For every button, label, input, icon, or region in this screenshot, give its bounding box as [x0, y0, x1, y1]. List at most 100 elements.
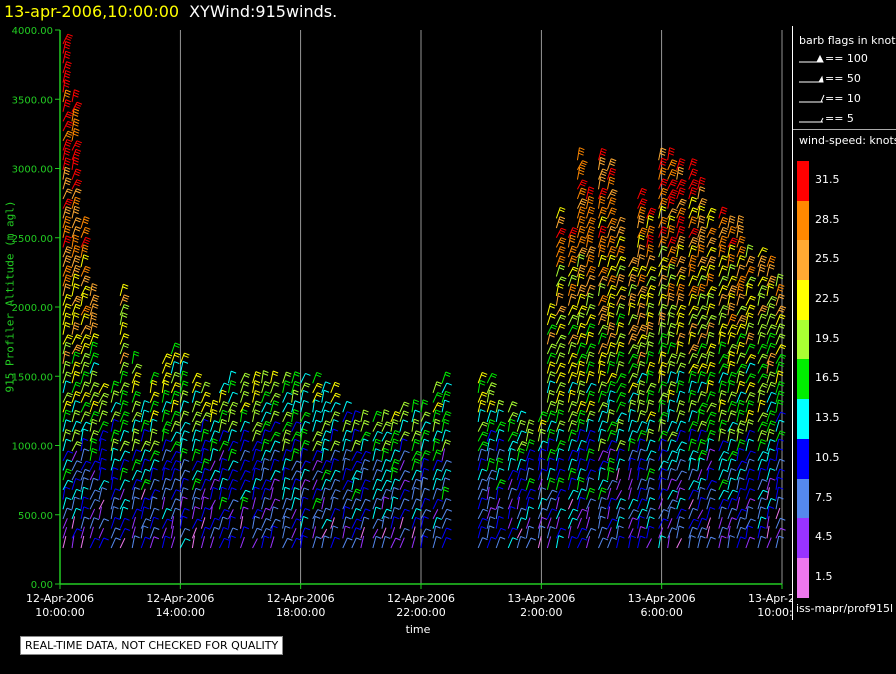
wind-barb: [736, 341, 745, 355]
wind-barb: [616, 391, 627, 403]
wind-barb: [628, 273, 637, 287]
wind-barb: [119, 333, 130, 345]
wind-barb: [676, 448, 685, 461]
wind-barb: [381, 440, 392, 452]
wind-barb: [718, 380, 727, 393]
wind-barb: [372, 459, 383, 471]
wind-barb: [321, 420, 331, 432]
wind-barb: [676, 179, 687, 190]
x-tick-time: 2:00:00: [520, 606, 562, 619]
wind-barb: [585, 390, 595, 403]
wind-barb: [688, 468, 698, 481]
wind-barb: [576, 370, 586, 384]
barb-flag-icon: [799, 117, 824, 123]
wind-barb: [646, 275, 657, 287]
wind-barb: [516, 419, 526, 432]
wind-barb: [89, 312, 98, 326]
wind-barb: [597, 360, 606, 374]
wind-barb: [360, 409, 369, 423]
wind-barb: [71, 400, 81, 413]
speed-color-swatch: [797, 200, 809, 241]
wind-barb: [688, 216, 698, 229]
wind-barb: [291, 400, 301, 413]
wind-barb: [420, 476, 429, 490]
wind-barb: [372, 469, 383, 481]
wind-barb: [697, 324, 708, 335]
wind-barb: [667, 459, 678, 471]
wind-barb: [658, 449, 668, 461]
wind-barb: [607, 380, 616, 394]
wind-barb: [227, 487, 237, 500]
wind-barb: [119, 370, 129, 384]
wind-barb: [697, 205, 706, 219]
wind-barb: [360, 479, 371, 491]
wind-barb: [727, 400, 737, 413]
wind-barb: [228, 391, 238, 403]
wind-barb: [261, 449, 271, 461]
wind-barb: [658, 197, 668, 209]
wind-barb: [567, 234, 576, 248]
wind-barb: [170, 420, 181, 432]
wind-barb: [667, 499, 678, 510]
wind-barb: [607, 497, 617, 510]
wind-barb: [598, 460, 609, 471]
wind-barb: [351, 527, 362, 539]
wind-barb: [381, 488, 392, 500]
wind-barb: [282, 391, 293, 403]
wind-barb: [727, 380, 736, 393]
wind-barb: [585, 254, 595, 267]
wind-barb: [62, 303, 72, 316]
wind-barb: [555, 535, 564, 549]
wind-barb: [360, 467, 369, 481]
wind-barb: [555, 399, 565, 413]
wind-barb: [585, 498, 596, 510]
wind-barb: [441, 508, 453, 520]
wind-barb: [676, 198, 687, 209]
wind-barb: [441, 429, 451, 442]
wind-barb: [718, 216, 729, 229]
wind-barb: [342, 479, 353, 491]
wind-barb: [71, 344, 83, 355]
wind-barb: [576, 380, 586, 393]
wind-barb: [736, 255, 746, 267]
wind-barb: [80, 371, 90, 384]
wind-barb: [411, 498, 422, 510]
wind-barb: [727, 264, 736, 277]
wind-barb: [291, 431, 302, 442]
wind-barb: [607, 479, 618, 491]
wind-barb: [667, 274, 677, 287]
wind-barb: [390, 430, 401, 442]
wind-barb: [607, 440, 617, 452]
wind-barb: [616, 226, 626, 238]
wind-barb: [567, 508, 579, 520]
wind-barb: [209, 517, 220, 529]
wind-barb: [585, 274, 596, 287]
wind-barb: [706, 292, 715, 306]
wind-barb: [676, 352, 686, 364]
wind-barb: [706, 536, 716, 549]
wind-barb: [71, 168, 82, 180]
wind-barb: [676, 274, 686, 287]
wind-barb: [411, 469, 422, 481]
wind-barb: [71, 409, 81, 423]
wind-barb: [757, 506, 766, 520]
wind-barb: [585, 438, 595, 452]
wind-barb: [209, 469, 221, 481]
wind-barb: [646, 516, 655, 529]
wind-barb: [667, 342, 677, 355]
wind-barb: [131, 419, 141, 432]
wind-barb: [441, 486, 450, 500]
wind-barb: [282, 486, 291, 500]
wind-barb: [179, 421, 191, 432]
wind-barb: [170, 382, 181, 394]
wind-barb: [161, 421, 173, 432]
wind-barb: [628, 535, 637, 549]
wind-barb: [576, 166, 585, 180]
wind-barb: [757, 412, 769, 423]
wind-barb: [62, 50, 71, 64]
wind-barb: [745, 283, 754, 297]
wind-barb: [736, 352, 746, 364]
wind-barb: [628, 324, 639, 335]
wind-barb: [598, 225, 607, 238]
wind-barb: [745, 429, 755, 442]
